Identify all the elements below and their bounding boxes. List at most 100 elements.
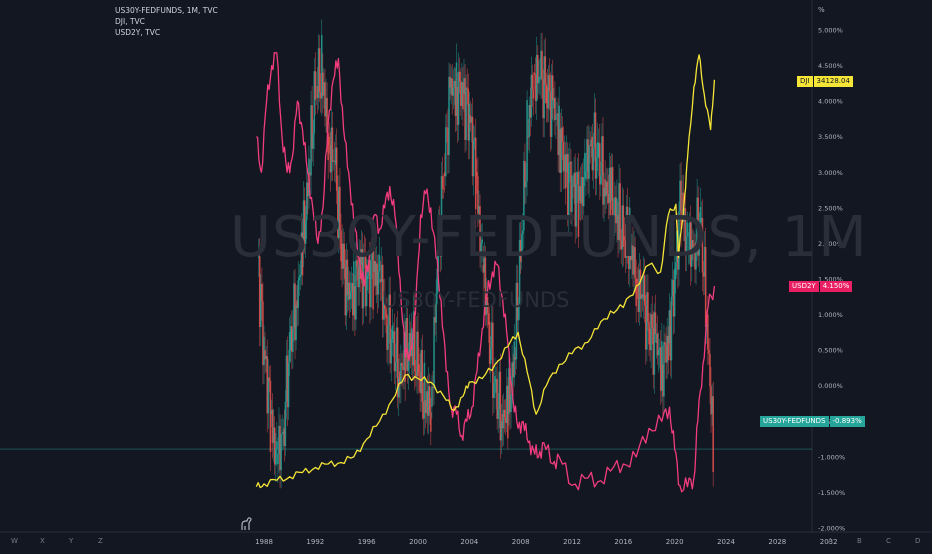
spread-candle [386, 314, 388, 350]
spread-price-tag: US30Y-FEDFUNDS -0.893% [760, 416, 865, 427]
legend-main-series[interactable]: US30Y-FEDFUNDS, 1M, TVC [115, 6, 218, 15]
spread-candle [659, 347, 662, 391]
spread-candle [524, 160, 526, 188]
spread-candle [627, 252, 630, 269]
spread-candle [669, 310, 672, 361]
spread-candle [654, 312, 657, 335]
spread-candle [408, 332, 411, 360]
spread-tag-name: US30Y-FEDFUNDS [760, 416, 829, 427]
spread-candle [684, 208, 687, 252]
bottom-left-button[interactable]: Z [98, 537, 103, 545]
spread-candle [358, 257, 360, 288]
legend-dji-series[interactable]: DJI, TVC [115, 17, 145, 26]
spread-candle [513, 341, 516, 378]
spread-candle [555, 115, 557, 120]
spread-candle [259, 284, 262, 327]
x-tick-label: 1988 [255, 538, 273, 546]
spread-candle [287, 362, 290, 408]
spread-candle [334, 147, 337, 166]
spread-candle [382, 296, 385, 320]
spread-candle [611, 167, 614, 222]
spread-candle [609, 167, 612, 225]
spread-candle [423, 362, 426, 419]
spread-candle [399, 371, 401, 385]
spread-candle [396, 327, 399, 398]
spread-candle [570, 161, 572, 212]
spread-candle [542, 79, 544, 119]
spread-candle [432, 386, 434, 389]
x-tick-label: 2016 [614, 538, 632, 546]
spread-candle [588, 145, 590, 179]
spread-candle [450, 78, 452, 95]
spread-candle [297, 280, 300, 308]
spread-candle [541, 50, 543, 80]
spread-candle [472, 140, 475, 177]
spread-candle [440, 176, 443, 257]
spread-candle [282, 431, 285, 434]
spread-candle [353, 261, 355, 316]
bottom-right-button[interactable]: C [886, 537, 891, 545]
spread-candle [325, 97, 327, 117]
spread-candle [376, 263, 379, 295]
spread-candle [711, 396, 713, 415]
y-tick-label: 4.500% [818, 62, 843, 70]
spread-candle [442, 188, 445, 190]
spread-candle [477, 176, 479, 214]
spread-candle [370, 259, 372, 308]
spread-candle [553, 98, 555, 109]
spread-candle [619, 183, 621, 241]
spread-candle [268, 377, 271, 381]
y-tick-label: 1.500% [818, 276, 843, 284]
legend-usd2y-series[interactable]: USD2Y, TVC [115, 28, 161, 37]
spread-candle [497, 409, 500, 419]
spread-candle [596, 142, 599, 157]
spread-candle [385, 308, 387, 318]
spread-candle [403, 332, 405, 371]
spread-candle [291, 326, 293, 352]
spread-candle [509, 368, 511, 413]
bottom-right-button[interactable]: A [828, 537, 833, 545]
spread-candle [602, 136, 604, 205]
spread-candle [613, 197, 616, 217]
spread-candle [462, 82, 464, 110]
spread-candle [284, 401, 287, 447]
spread-candle [439, 237, 442, 257]
bottom-left-button[interactable]: X [40, 537, 45, 545]
spread-candle [666, 335, 668, 363]
spread-candle [519, 240, 522, 262]
spread-candle [393, 331, 396, 372]
spread-candle [372, 249, 374, 310]
spread-candle [309, 172, 311, 176]
spread-candle [500, 421, 503, 441]
bottom-right-button[interactable]: B [857, 537, 862, 545]
spread-candle [430, 412, 432, 432]
bottom-right-button[interactable]: D [915, 537, 921, 545]
spread-candle [329, 145, 332, 173]
spread-candle [406, 318, 409, 371]
spread-candle [612, 216, 615, 222]
x-tick-label: 2012 [563, 538, 581, 546]
spread-candle [643, 275, 646, 306]
spread-candle [407, 359, 410, 371]
spread-candle [261, 284, 263, 302]
spread-candle [470, 116, 473, 123]
y-tick-label: 3.500% [818, 133, 843, 141]
spread-candle [676, 230, 678, 263]
spread-candle [712, 396, 714, 473]
spread-candle [283, 428, 286, 447]
spread-candle [469, 115, 472, 123]
spread-candle [434, 317, 436, 323]
spread-candle [692, 240, 694, 248]
spread-candle [579, 186, 582, 204]
bottom-left-button[interactable]: Y [69, 537, 74, 545]
spread-candle [608, 167, 611, 203]
usd2y-price-tag: USD2Y 4.150% [789, 281, 853, 292]
bottom-left-button[interactable]: W [11, 537, 18, 545]
spread-candle [343, 243, 346, 268]
tradingview-logo[interactable] [238, 515, 254, 531]
spread-candle [313, 71, 316, 134]
spread-candle [646, 292, 648, 350]
y-tick-label: -1.500% [818, 489, 845, 497]
